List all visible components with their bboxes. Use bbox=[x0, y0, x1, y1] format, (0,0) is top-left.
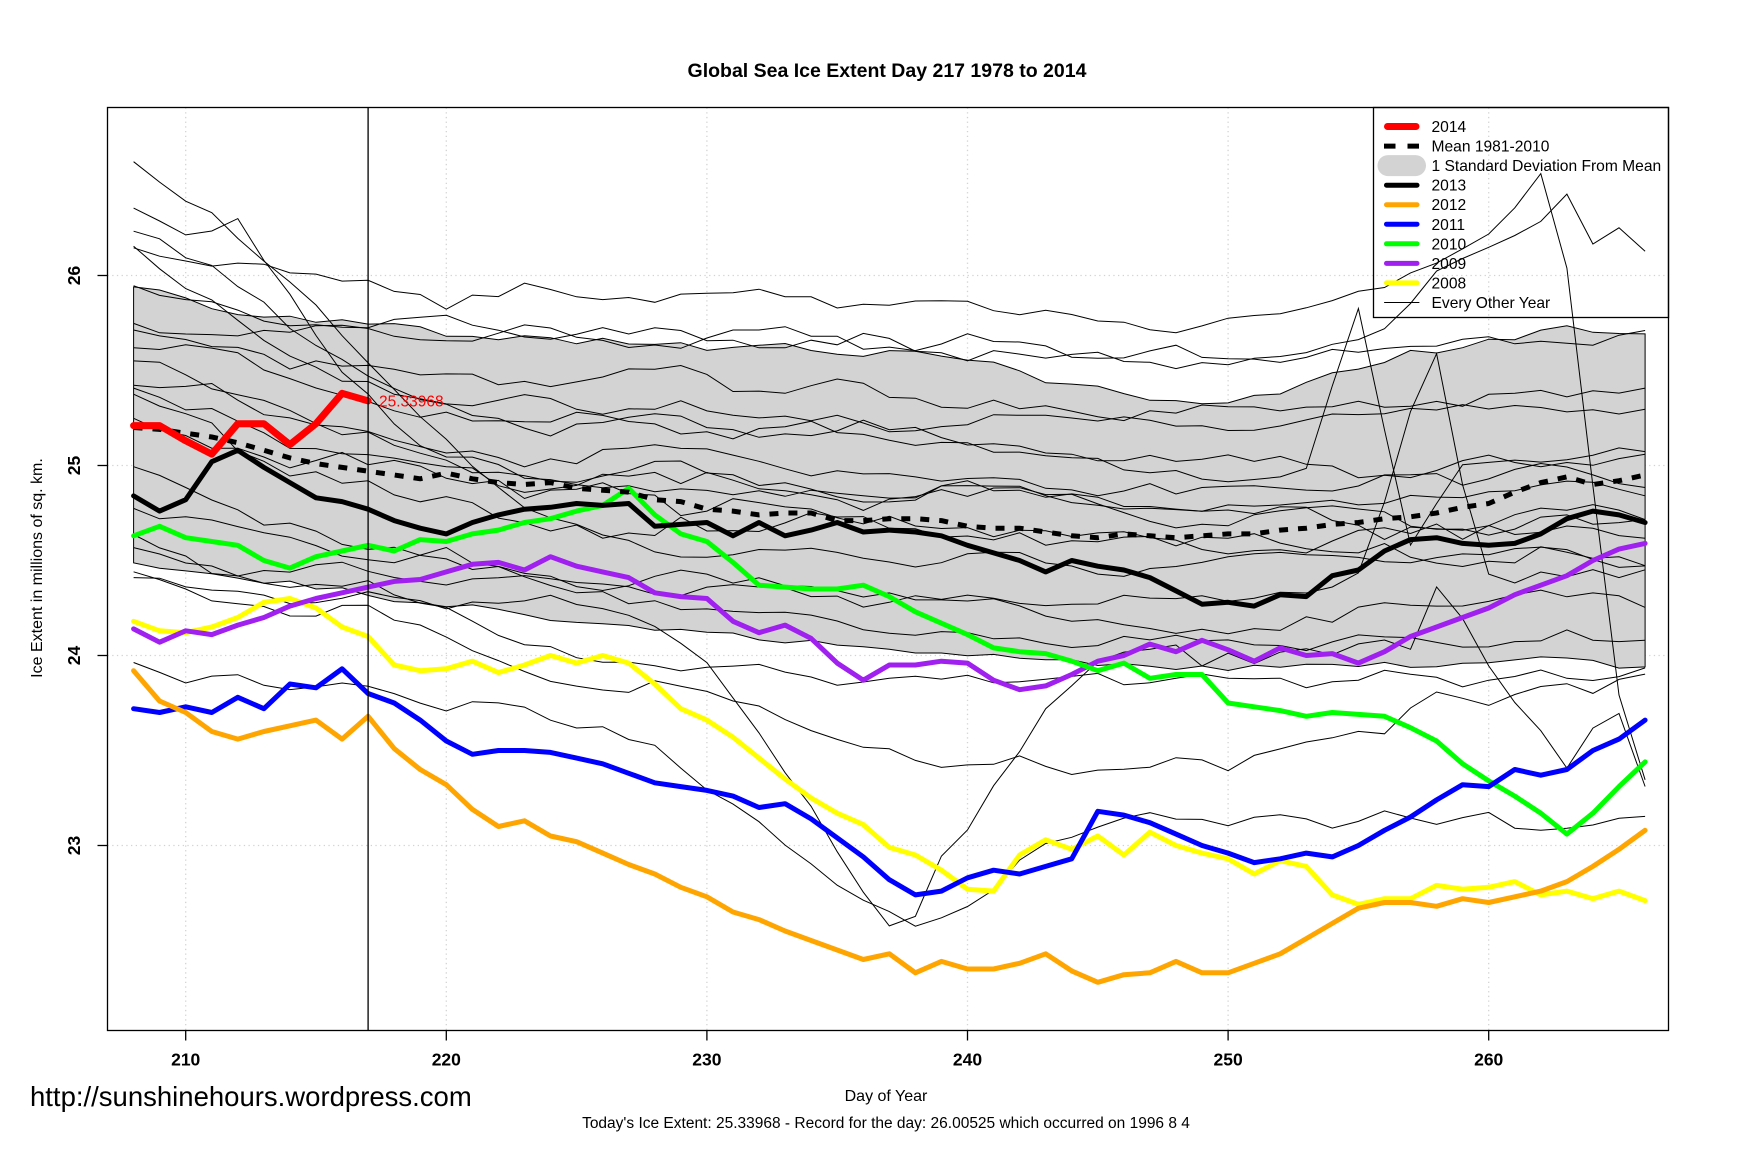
svg-text:260: 260 bbox=[1474, 1050, 1503, 1070]
svg-text:Ice Extent in millions of sq.: Ice Extent in millions of sq. km. bbox=[29, 458, 46, 678]
svg-text:2013: 2013 bbox=[1432, 178, 1467, 195]
svg-text:Day of Year: Day of Year bbox=[845, 1088, 928, 1105]
svg-text:25.33968: 25.33968 bbox=[379, 394, 444, 411]
svg-text:2009: 2009 bbox=[1432, 256, 1467, 273]
svg-text:2008: 2008 bbox=[1432, 275, 1467, 292]
svg-text:1 Standard Deviation From Mean: 1 Standard Deviation From Mean bbox=[1432, 158, 1662, 175]
svg-text:26: 26 bbox=[64, 266, 84, 286]
svg-text:240: 240 bbox=[953, 1050, 982, 1070]
svg-text:25: 25 bbox=[64, 456, 84, 476]
svg-text:24: 24 bbox=[64, 646, 84, 666]
svg-text:2011: 2011 bbox=[1432, 217, 1466, 234]
svg-text:Today's Ice Extent: 25.33968: Today's Ice Extent: 25.33968 - Record fo… bbox=[582, 1115, 1190, 1132]
svg-text:210: 210 bbox=[171, 1050, 200, 1070]
svg-text:250: 250 bbox=[1213, 1050, 1242, 1070]
svg-text:23: 23 bbox=[64, 836, 84, 856]
svg-text:2012: 2012 bbox=[1432, 197, 1467, 214]
svg-text:2010: 2010 bbox=[1432, 236, 1467, 253]
svg-text:Every Other Year: Every Other Year bbox=[1432, 295, 1551, 312]
svg-text:220: 220 bbox=[432, 1050, 461, 1070]
svg-text:Mean 1981-2010: Mean 1981-2010 bbox=[1432, 139, 1550, 156]
svg-text:http://sunshinehours.wordpress: http://sunshinehours.wordpress.com bbox=[30, 1081, 472, 1112]
svg-text:2014: 2014 bbox=[1432, 119, 1467, 136]
svg-text:230: 230 bbox=[692, 1050, 721, 1070]
svg-text:Global Sea Ice Extent Day 217: Global Sea Ice Extent Day 217 1978 to 20… bbox=[688, 60, 1087, 82]
